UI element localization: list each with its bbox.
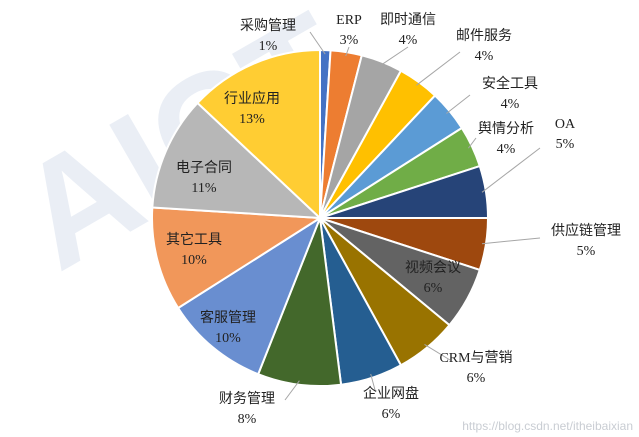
leader-line	[467, 137, 477, 149]
leader-lines	[284, 31, 541, 401]
leader-line	[424, 343, 451, 361]
slice-category-label: 采购管理	[240, 18, 296, 34]
leader-line	[481, 237, 541, 245]
leader-line	[345, 46, 350, 57]
slice-category-label: 其它工具	[166, 231, 222, 248]
slice-category-label: 即时通信	[380, 12, 436, 28]
slice-percent-label: 6%	[382, 407, 401, 422]
slice-percent-label: 1%	[259, 39, 278, 54]
slice-category-label: OA	[555, 117, 576, 132]
slice-category-label: 电子合同	[176, 160, 232, 176]
slice-category-label: 安全工具	[482, 75, 538, 92]
slice-percent-label: 3%	[340, 33, 359, 48]
slice-category-label: 财务管理	[219, 391, 275, 407]
leader-line	[446, 94, 471, 114]
slice-category-label: 邮件服务	[456, 28, 512, 44]
slice-category-label: ERP	[336, 13, 362, 28]
leader-line	[370, 373, 376, 391]
slice-percent-label: 11%	[191, 181, 216, 196]
slice-category-label: 视频会议	[405, 260, 461, 276]
leader-line	[380, 46, 409, 66]
leader-line	[284, 380, 300, 401]
slice-percent-label: 4%	[497, 142, 516, 157]
leader-line	[416, 51, 461, 86]
slice-category-label: 舆情分析	[478, 121, 534, 137]
slice-percent-label: 10%	[215, 331, 241, 346]
slice-percent-label: 4%	[475, 49, 494, 64]
slice-percent-label: 4%	[399, 33, 418, 48]
slice-percent-label: 5%	[556, 137, 575, 152]
slice-category-label: 供应链管理	[551, 222, 621, 239]
watermark-url: https://blog.csdn.net/itheibaixian	[462, 419, 633, 433]
slice-percent-label: 5%	[577, 244, 596, 259]
slice-percent-label: 6%	[467, 371, 486, 386]
slice-percent-label: 8%	[238, 412, 257, 427]
slice-labels: 采购管理 1% ERP 3% 即时通信 4% 邮件服务 4% 安全工具 4% 舆情分析 4% OA 5% 供…	[166, 12, 621, 427]
pie-slice	[196, 48, 321, 221]
slice-category-label: 行业应用	[224, 90, 280, 107]
pie-slice	[176, 215, 323, 376]
slice-percent-label: 10%	[181, 253, 207, 268]
slice-category-label: 客服管理	[200, 309, 256, 326]
pie-slice	[151, 101, 323, 220]
leader-line	[481, 147, 541, 193]
slice-percent-label: 6%	[424, 281, 443, 296]
slice-category-label: 企业网盘	[363, 385, 419, 402]
leader-line	[309, 31, 326, 55]
pie-slices	[150, 48, 490, 388]
slice-category-label: CRM与营销	[439, 350, 512, 366]
slice-percent-label: 13%	[239, 112, 265, 127]
slice-percent-label: 4%	[501, 97, 520, 112]
pie-slice	[150, 206, 324, 310]
